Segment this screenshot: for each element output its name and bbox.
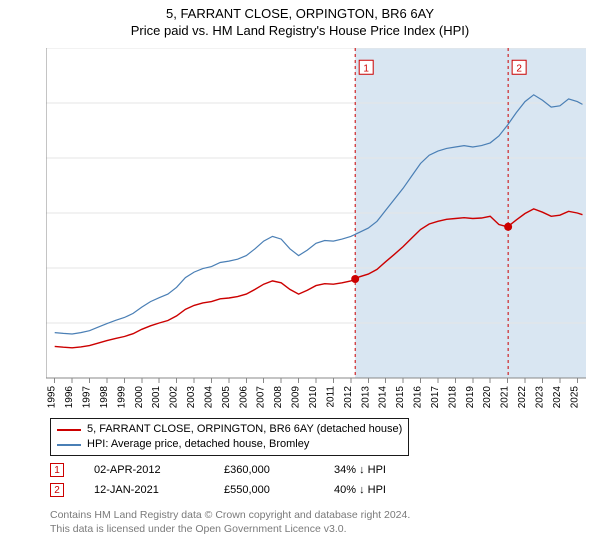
sales-table: 1 02-APR-2012£360,00034% ↓ HPI 2 12-JAN-202… <box>50 460 386 500</box>
legend-item: HPI: Average price, detached house, Brom… <box>57 437 402 452</box>
x-tick-label: 1999 <box>116 386 127 409</box>
x-tick-label: 2017 <box>430 386 441 409</box>
x-tick-label: 2009 <box>291 386 302 409</box>
x-tick-label: 2000 <box>134 386 145 409</box>
footnote-line2: This data is licensed under the Open Gov… <box>50 522 410 536</box>
x-tick-label: 2019 <box>465 386 476 409</box>
sale-date: 02-APR-2012 <box>94 464 224 476</box>
x-tick-label: 2021 <box>500 386 511 409</box>
x-tick-label: 2016 <box>413 386 424 409</box>
sale-date: 12-JAN-2021 <box>94 484 224 496</box>
chart-svg: £0£200K£400K£600K£800K£1M£1.2M1995199619… <box>46 48 586 418</box>
chart-title-line2: Price paid vs. HM Land Registry's House … <box>0 23 600 38</box>
x-tick-label: 2023 <box>534 386 545 409</box>
sale-dot <box>351 275 359 283</box>
x-tick-label: 1998 <box>99 386 110 409</box>
x-tick-label: 2002 <box>169 386 180 409</box>
legend-label: HPI: Average price, detached house, Brom… <box>87 437 309 452</box>
sale-id-box: 1 <box>50 463 64 477</box>
sale-row: 1 02-APR-2012£360,00034% ↓ HPI <box>50 460 386 480</box>
sale-row: 2 12-JAN-2021£550,00040% ↓ HPI <box>50 480 386 500</box>
legend-swatch <box>57 444 81 446</box>
x-tick-label: 2012 <box>343 386 354 409</box>
x-tick-label: 2004 <box>203 386 214 409</box>
sale-hpi-delta: 34% ↓ HPI <box>334 464 386 476</box>
chart-title-line1: 5, FARRANT CLOSE, ORPINGTON, BR6 6AY <box>0 6 600 21</box>
sale-marker-id: 2 <box>516 63 522 74</box>
legend-item: 5, FARRANT CLOSE, ORPINGTON, BR6 6AY (de… <box>57 422 402 437</box>
sale-price: £550,000 <box>224 484 334 496</box>
sale-id-box: 2 <box>50 483 64 497</box>
x-tick-label: 2011 <box>325 386 336 408</box>
x-tick-label: 2024 <box>552 386 563 409</box>
x-tick-label: 2022 <box>517 386 528 409</box>
x-tick-label: 2013 <box>360 386 371 409</box>
x-tick-label: 2025 <box>569 386 580 409</box>
x-tick-label: 2020 <box>482 386 493 409</box>
x-tick-label: 2015 <box>395 386 406 409</box>
legend: 5, FARRANT CLOSE, ORPINGTON, BR6 6AY (de… <box>50 418 409 456</box>
x-tick-label: 2003 <box>186 386 197 409</box>
footnote: Contains HM Land Registry data © Crown c… <box>50 508 410 536</box>
legend-label: 5, FARRANT CLOSE, ORPINGTON, BR6 6AY (de… <box>87 422 402 437</box>
x-tick-label: 2001 <box>151 386 162 409</box>
x-tick-label: 2010 <box>308 386 319 409</box>
sale-price: £360,000 <box>224 464 334 476</box>
sale-hpi-delta: 40% ↓ HPI <box>334 484 386 496</box>
legend-swatch <box>57 429 81 431</box>
sale-dot <box>504 223 512 231</box>
x-tick-label: 1995 <box>47 386 58 409</box>
x-tick-label: 2005 <box>221 386 232 409</box>
x-tick-label: 1996 <box>64 386 75 409</box>
x-tick-label: 1997 <box>82 386 93 409</box>
plot-area: £0£200K£400K£600K£800K£1M£1.2M1995199619… <box>46 48 586 378</box>
x-tick-label: 2018 <box>447 386 458 409</box>
sale-marker-id: 1 <box>363 63 369 74</box>
x-tick-label: 2014 <box>378 386 389 409</box>
chart-container: 5, FARRANT CLOSE, ORPINGTON, BR6 6AY Pri… <box>0 0 600 560</box>
x-tick-label: 2008 <box>273 386 284 409</box>
x-tick-label: 2007 <box>256 386 267 409</box>
title-block: 5, FARRANT CLOSE, ORPINGTON, BR6 6AY Pri… <box>0 0 600 38</box>
x-tick-label: 2006 <box>238 386 249 409</box>
footnote-line1: Contains HM Land Registry data © Crown c… <box>50 508 410 522</box>
